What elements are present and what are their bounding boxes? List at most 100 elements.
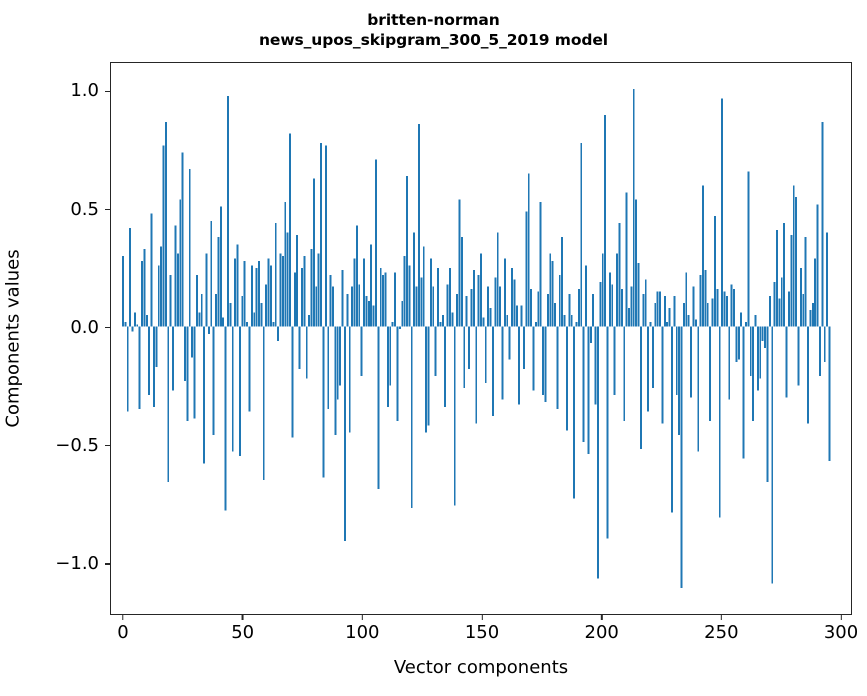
x-tick: 250 [704,614,739,642]
bar [250,265,253,327]
bar [542,326,545,396]
bar [260,303,263,327]
bar [458,199,461,327]
bar [432,286,435,327]
bar [630,286,633,327]
bar [771,326,774,584]
bar [422,246,425,327]
bar [437,267,439,327]
bar [124,322,127,327]
bar [207,326,210,334]
bar [494,277,497,327]
bar [248,326,251,412]
bar [310,249,313,327]
bar [155,326,158,367]
bar [745,322,747,327]
bar [628,307,630,327]
bar [687,314,690,327]
bar [324,145,327,327]
bar [255,267,258,327]
bar [499,286,502,327]
y-tick: 1.0 [70,82,111,100]
bar [620,289,623,327]
bar [518,326,521,405]
bar [787,291,790,327]
plot-area [111,63,851,614]
bar [363,258,365,327]
y-tick-mark [105,327,111,329]
bar [143,249,146,327]
bar [480,253,482,327]
bar [491,326,494,417]
bar [587,326,590,454]
y-tick-mark [105,90,111,92]
bar [332,286,334,327]
bar [678,326,681,436]
bar [298,326,301,370]
bar [673,296,676,327]
bar [718,326,721,518]
bar [520,305,523,327]
bar [766,326,769,483]
bar [534,322,537,327]
bar [723,291,726,327]
bar [136,324,139,327]
bar [523,326,525,370]
x-tick: 150 [465,614,499,642]
bar [616,253,619,327]
bar [327,326,330,410]
bar [386,326,389,407]
bar [384,272,387,327]
y-tick-label: 0.5 [70,198,99,220]
bar [138,326,141,410]
bar [608,272,611,327]
bar [236,244,239,327]
bar [558,274,561,327]
bar [639,326,642,450]
bar [752,326,755,421]
bar [272,322,275,327]
bar [174,225,177,327]
bar [444,326,447,407]
bar [420,277,423,327]
bar [702,185,704,327]
bar [747,171,750,327]
y-tick-label: −1.0 [55,553,99,574]
bar [632,88,635,327]
bar [804,237,807,327]
bar [429,258,432,327]
x-tick: 0 [117,614,129,642]
bar [375,159,377,327]
bar [367,300,370,327]
bar [682,303,685,327]
bar [377,326,380,490]
x-tick-mark [720,614,722,620]
bar [565,326,568,431]
bar [336,326,339,400]
bar [694,319,697,327]
bar [773,281,776,327]
bar [594,326,597,405]
bar [394,272,397,327]
bar [329,274,332,327]
bar [749,326,752,377]
bar [279,253,282,327]
y-axis-label: Components values [0,62,26,615]
bar [685,272,688,327]
bar [150,213,153,327]
y-tick: 0.5 [70,198,111,220]
bar [826,232,829,327]
bar [580,143,583,327]
bar [568,293,571,327]
bar [355,225,358,327]
bar [417,124,420,327]
bar [699,274,702,327]
bar [728,326,731,400]
bar [561,237,564,327]
bar [819,326,821,377]
bar [406,176,408,327]
bar [463,326,466,388]
bar [649,322,652,327]
bar [501,326,504,400]
bar [647,326,650,412]
